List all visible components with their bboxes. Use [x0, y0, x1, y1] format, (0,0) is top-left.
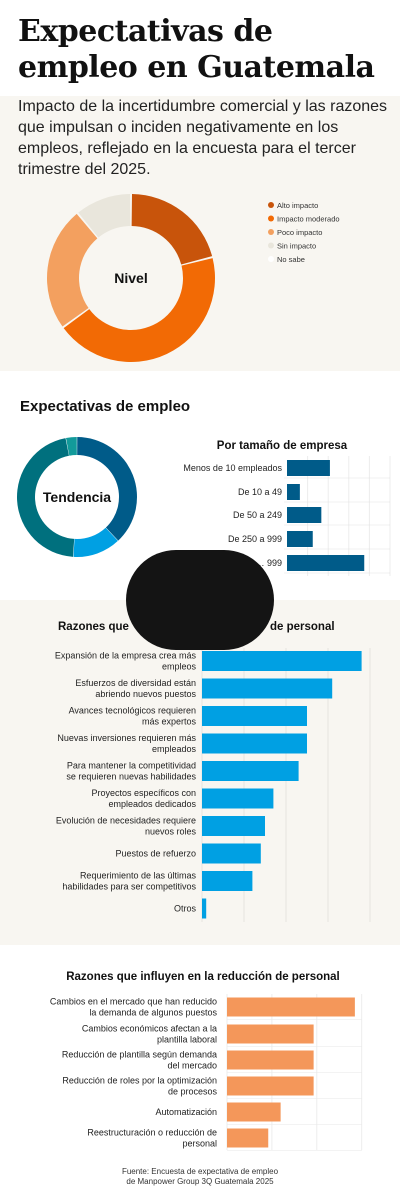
- size-bar-label: Menos de 10 empleados: [183, 463, 282, 473]
- size-bar: [287, 484, 300, 500]
- reduction-bar-label: la demanda de algunos puestos: [89, 1008, 217, 1018]
- size-bar-label: De 250 a 999: [228, 534, 282, 544]
- donut-center-label: Tendencia: [43, 489, 111, 505]
- growth-bar: [202, 733, 307, 754]
- growth-bar: [202, 788, 274, 809]
- growth-bar-label: Puestos de refuerzo: [115, 849, 196, 859]
- section-title: Expectativas de empleo: [20, 398, 190, 415]
- growth-bar-label: Esfuerzos de diversidad están: [75, 678, 196, 688]
- impact-donut-slice: [47, 213, 98, 327]
- growth-bar-label: empleados dedicados: [108, 799, 196, 809]
- legend-entry: Sin impacto: [277, 242, 316, 251]
- donut-center-label: Nivel: [114, 270, 147, 286]
- reduction-bar-label: Reducción de plantilla según demanda: [62, 1050, 217, 1060]
- growth-bar: [202, 843, 261, 864]
- growth-bar-label: nuevos roles: [145, 827, 197, 837]
- legend-swatch: [268, 215, 274, 222]
- reduction-bar-label: Reestructuración o reducción de: [87, 1128, 217, 1138]
- size-bar-label: … 999: [255, 558, 282, 568]
- growth-bar-label: Evolución de necesidades requiere: [56, 816, 196, 826]
- growth-bar: [202, 761, 299, 781]
- reduction-bar: [227, 1050, 314, 1070]
- growth-bar: [202, 706, 307, 726]
- legend-entry: Poco impacto: [277, 228, 322, 237]
- size-bar: [287, 507, 322, 523]
- size-bar-label: De 10 a 49: [238, 487, 282, 497]
- reduction-bar: [227, 997, 355, 1017]
- legend-swatch: [268, 202, 274, 208]
- legend-swatch: [268, 242, 274, 249]
- growth-bar: [202, 816, 265, 836]
- growth-bar: [202, 898, 207, 919]
- growth-bar: [202, 871, 253, 891]
- redaction-blob: [126, 550, 274, 650]
- impact-donut-slice: [78, 194, 131, 238]
- growth-bar: [202, 678, 333, 699]
- trend-donut-slice: [17, 438, 75, 557]
- reduction-title: Razones que influyen en la reducción de …: [66, 971, 340, 983]
- growth-bar-label: Nuevas inversiones requieren más: [57, 733, 196, 743]
- page-subtitle: Impacto de la incertidumbre comercial y …: [18, 98, 388, 178]
- source-note: Fuente: Encuesta de expectativa de emple…: [121, 1167, 279, 1186]
- page-title: Expectativas de empleo en Guatemala: [18, 14, 375, 85]
- reduction-bar: [227, 1076, 314, 1096]
- subchart-title: Por tamaño de empresa: [217, 440, 348, 452]
- size-bar: [287, 460, 330, 476]
- growth-bar-label: Requerimiento de las últimas: [80, 871, 197, 881]
- reduction-bar-label: Cambios económicos afectan a la: [82, 1024, 217, 1034]
- legend-entry: No sabe: [277, 255, 305, 264]
- reduction-bar: [227, 1024, 314, 1044]
- legend-entry: Impacto moderado: [277, 215, 340, 224]
- impact-donut-slice: [131, 194, 213, 265]
- size-bar: [287, 531, 313, 547]
- legend-entry: Alto impacto: [277, 201, 318, 210]
- trend-donut-slice: [77, 437, 137, 541]
- size-bar-label: De 50 a 249: [233, 510, 282, 520]
- trend-donut-slice: [65, 437, 77, 456]
- growth-bar-label: Proyectos específicos con: [91, 788, 196, 798]
- growth-bar-label: Expansión de la empresa crea más: [55, 651, 197, 661]
- reduction-bar-label: Reducción de roles por la optimización: [62, 1076, 217, 1086]
- legend-swatch: [268, 229, 274, 235]
- growth-bar-label: Avances tecnológicos requieren: [69, 706, 196, 716]
- reduction-bar-label: Automatización: [155, 1107, 217, 1117]
- reduction-bar-label: Cambios en el mercado que han reducido: [50, 997, 217, 1007]
- trend-donut-slice: [73, 527, 118, 557]
- growth-title-right: de personal: [270, 621, 335, 633]
- growth-bar-label: habilidades para ser competitivos: [62, 882, 196, 892]
- size-bar: [287, 555, 365, 571]
- reduction-bar-label: plantilla laboral: [157, 1035, 217, 1045]
- reduction-bar-label: de procesos: [168, 1087, 218, 1097]
- reduction-bar-label: personal: [182, 1139, 217, 1149]
- reduction-bar: [227, 1102, 281, 1122]
- reduction-bar: [227, 1128, 269, 1148]
- growth-bar-label: empleados: [152, 744, 197, 754]
- impact-donut-slice: [63, 258, 216, 363]
- growth-bar-label: se requieren nuevas habilidades: [66, 772, 196, 782]
- reduction-bar-label: del mercado: [167, 1061, 217, 1071]
- growth-bar: [202, 651, 362, 671]
- growth-bar-label: más expertos: [142, 717, 197, 727]
- growth-bar-label: abriendo nuevos puestos: [95, 689, 196, 699]
- growth-bar-label: Otros: [174, 904, 197, 914]
- legend-swatch: [268, 256, 274, 262]
- growth-bar-label: empleos: [162, 662, 197, 672]
- growth-bar-label: Para mantener la competitividad: [67, 761, 196, 771]
- growth-title-left: Razones que: [58, 621, 129, 633]
